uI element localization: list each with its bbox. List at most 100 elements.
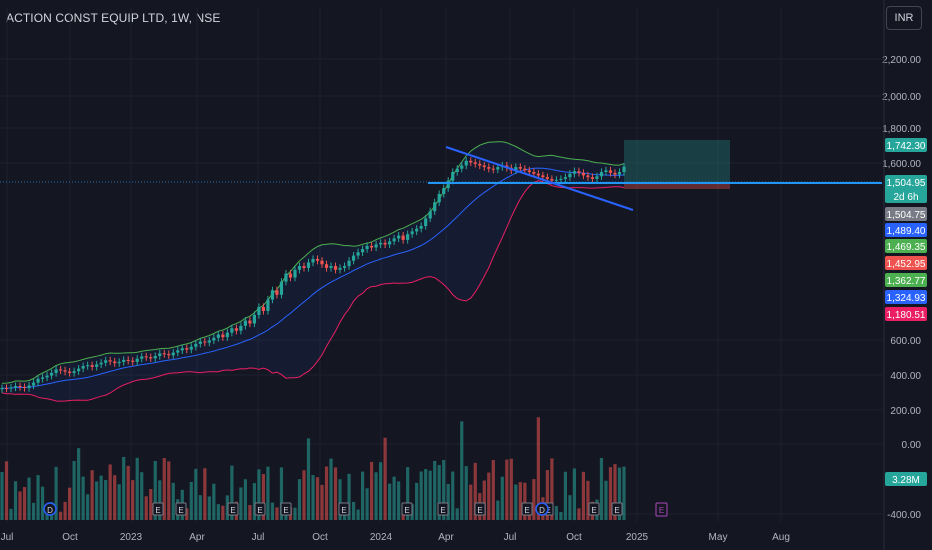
volume-bar (392, 476, 396, 520)
candle-body (252, 314, 257, 324)
candle-body (545, 177, 549, 179)
volume-bar (0, 472, 4, 520)
candle-body (491, 168, 495, 170)
marker-label: E (440, 506, 445, 515)
volume-bar (428, 470, 432, 520)
candle-body (374, 244, 378, 248)
candle-body (216, 334, 220, 338)
volume-bar (523, 482, 527, 520)
candle-body (158, 353, 162, 357)
candle-body (554, 179, 558, 181)
volume-bar (338, 479, 342, 520)
candle-body (131, 360, 135, 362)
volume-bar (266, 466, 270, 520)
candle-body (306, 262, 311, 268)
candle-body (428, 211, 432, 219)
volume-bar (77, 448, 81, 520)
candle-body (356, 252, 360, 256)
x-tick-label: Jul (252, 532, 265, 543)
earnings-marker (474, 502, 486, 516)
candle-body (248, 320, 252, 324)
candle-body (442, 188, 446, 194)
y-tick-label: 1,800.00 (882, 124, 921, 135)
target-zone (624, 140, 730, 183)
volume-bar (293, 507, 297, 520)
candle-body (293, 269, 297, 278)
x-tick-label: 2023 (120, 532, 143, 543)
candle-body (532, 172, 536, 174)
candle-body (180, 348, 184, 351)
volume-bar (586, 480, 590, 520)
candle-body (460, 165, 464, 169)
volume-bar (230, 465, 234, 520)
volume-bar (351, 501, 356, 520)
x-tick-label: 2025 (626, 532, 649, 543)
price-tag-label: 1,324.93 (887, 293, 926, 304)
x-tick-label: Jul (1, 532, 14, 543)
volume-bar (144, 496, 148, 520)
volume-bar (577, 508, 581, 520)
volume-bar (122, 457, 126, 520)
earnings-marker (521, 502, 533, 516)
candle-body (99, 362, 103, 365)
volume-bar (500, 476, 504, 520)
volume-bar (140, 472, 144, 520)
volume-bar (95, 481, 99, 520)
volume-bar (613, 464, 617, 520)
y-tick-label: -400.00 (887, 510, 921, 521)
candle-body (266, 299, 270, 311)
volume-bar (437, 465, 441, 520)
x-tick-label: Oct (312, 532, 328, 543)
x-axis-labels: Jul Oct 2023 Apr Jul Oct 2024 Apr Jul Oct 2025 May A… (1, 532, 790, 543)
volume-bar (460, 421, 464, 520)
candle-body (162, 353, 166, 355)
volume-bar (40, 486, 45, 520)
candle-body (536, 173, 540, 176)
volume-bar (360, 471, 365, 520)
volume-bar (487, 472, 491, 520)
chart-title: ACTION CONST EQUIP LTD, 1W, NSE (6, 11, 221, 25)
price-tag-box (885, 223, 927, 237)
candle-body (81, 366, 85, 369)
volume-bar (536, 417, 540, 520)
volume-bar (58, 511, 63, 520)
price-tag-box (885, 472, 927, 486)
candle-body (72, 371, 76, 373)
candle-body (68, 371, 72, 373)
volume-bar (131, 480, 135, 520)
candle-body (455, 168, 459, 173)
candle-body (203, 341, 207, 343)
candle-body (563, 177, 568, 179)
candle-body (410, 231, 414, 235)
volume-bar (568, 495, 572, 520)
candle-body (13, 386, 18, 388)
volume-bar (68, 487, 72, 520)
volume-bar (388, 483, 392, 520)
price-tags: 1,742.30 1,504.95 2d 6h 1,504.75 1,489.40 1,4… (885, 138, 927, 486)
candle-body (144, 356, 148, 358)
candle-body (194, 343, 198, 347)
volume-bar (185, 508, 189, 520)
candle-body (275, 290, 279, 295)
volume-bar (239, 487, 243, 520)
marker-label: E (155, 506, 160, 515)
earnings-marker (437, 502, 449, 516)
earnings-marker (401, 502, 413, 516)
x-tick-label: Apr (438, 532, 454, 543)
y-tick-label: 200.00 (890, 406, 921, 417)
volume-bar (482, 480, 486, 520)
volume-bar (446, 483, 450, 520)
marker-label: E (591, 506, 596, 515)
x-tick-label: Oct (566, 532, 582, 543)
volume-bar (22, 487, 27, 520)
volume-bar (451, 471, 455, 520)
volume-bar (167, 461, 171, 520)
candle-body (225, 332, 229, 338)
candle-body (171, 352, 175, 356)
candle-body (167, 354, 171, 356)
volume-bar (248, 505, 252, 520)
volume-bar (203, 468, 207, 520)
currency-button[interactable]: INR (886, 6, 922, 30)
candle-body (550, 178, 554, 181)
volume-bar (104, 480, 108, 520)
